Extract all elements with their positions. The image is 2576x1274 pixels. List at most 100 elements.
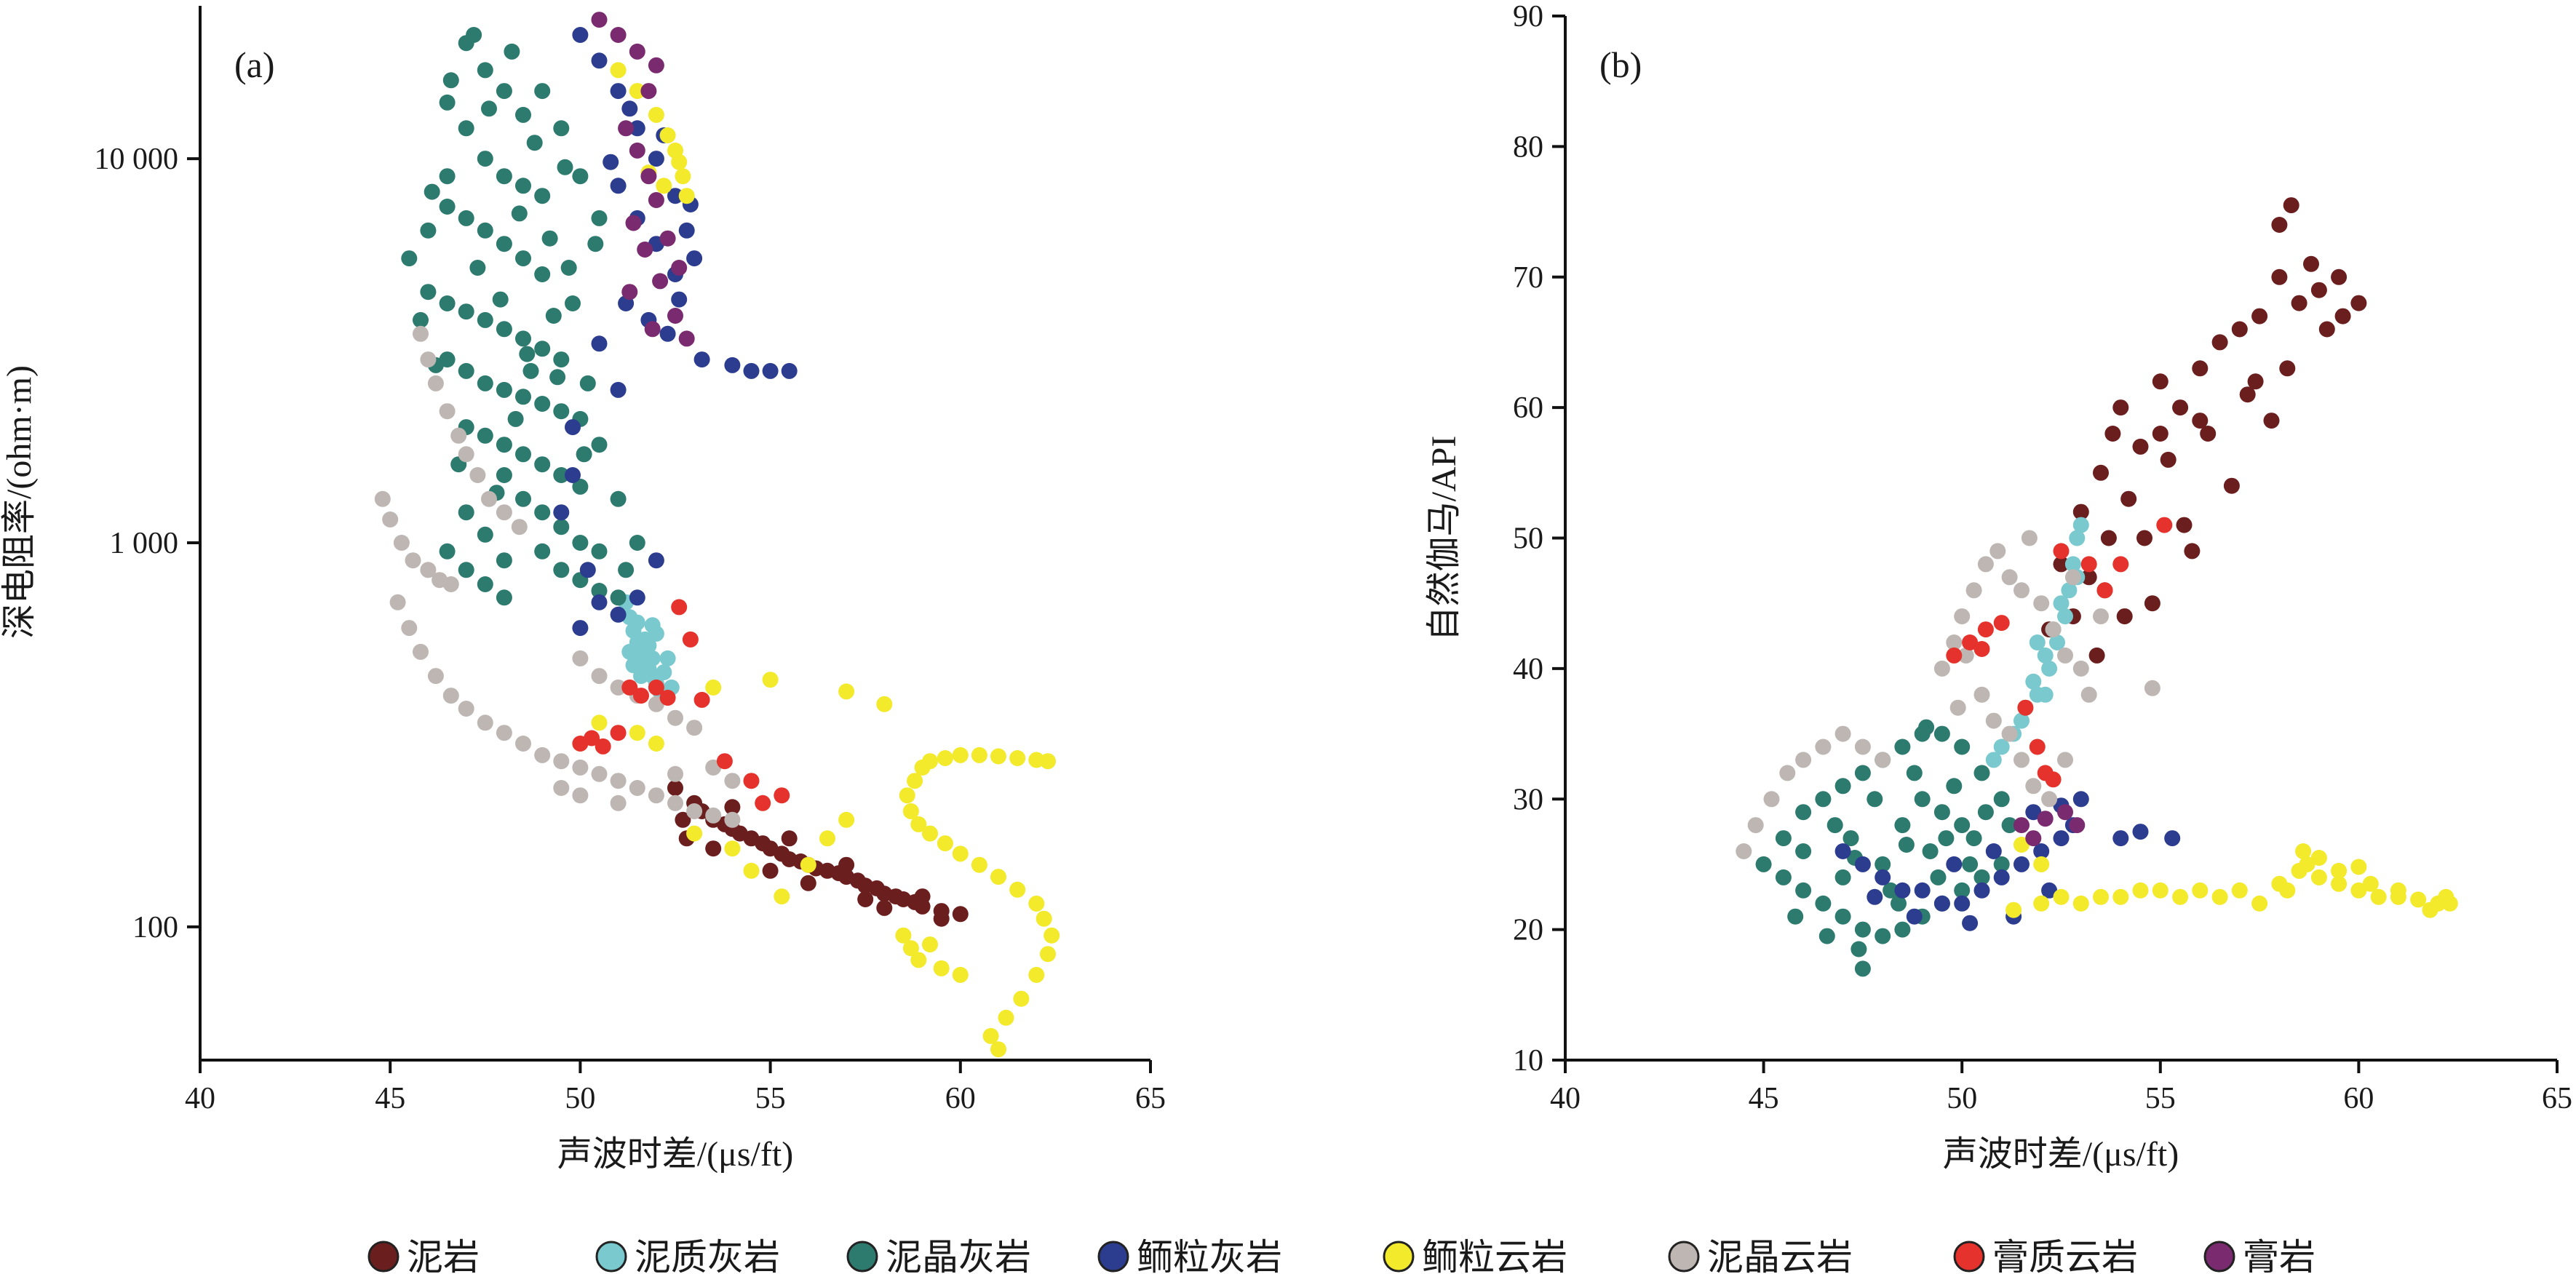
panel-a-point-5-3 [405,552,421,569]
panel-b-point-4-22 [2370,888,2387,905]
panel-a-point-4-16 [937,835,953,852]
panel-b-point-2-50 [1898,837,1915,853]
panel-b-point-6-13 [2096,582,2113,599]
panel-b-point-0-23 [2279,360,2296,377]
panel-a-point-4-3 [659,127,676,143]
panel-b-point-1-10 [2072,517,2089,533]
panel-a-point-4-37 [1040,753,1056,770]
panel-a-point-2-54 [477,576,493,592]
panel-b-point-4-30 [2362,875,2379,892]
panel-b-point-7-2 [2037,811,2054,827]
panel-a-point-6-2 [595,738,611,755]
panel-b-point-5-15 [2001,569,2018,586]
panel-a-point-3-4 [648,151,664,167]
panel-a-point-4-23 [1043,927,1060,944]
panel-a-point-2-91 [549,369,566,386]
panel-a-point-2-78 [507,410,524,427]
panel-a-point-5-17 [553,753,570,770]
panel-a-x-tick-label-1: 45 [375,1082,405,1115]
panel-a-point-2-38 [496,467,512,483]
panel-b-point-5-2 [1763,791,1780,808]
panel-b-point-3-23 [2041,882,2058,899]
panel-a-point-2-86 [557,159,573,175]
panel-b-point-0-21 [2200,426,2217,442]
panel-a-point-2-20 [515,330,531,347]
panel-a-point-0-32 [876,899,893,916]
panel-a-point-3-20 [591,335,608,352]
panel-b-point-6-12 [2156,517,2173,533]
panel-b-point-0-14 [2310,282,2327,298]
panel-b-point-0-7 [2172,399,2189,416]
panel-b-point-5-32 [2021,530,2038,546]
panel-a-point-2-49 [458,504,474,521]
panel-a-point-4-52 [591,714,608,731]
panel-a-point-2-72 [629,535,645,551]
panel-a-point-5-24 [686,803,703,819]
panel-a-point-2-25 [477,375,493,391]
panel-b-y-ticks: 10 20 30 40 50 60 70 80 90 [1513,0,1565,1078]
panel-b-point-7-0 [2014,817,2030,834]
panel-b-point-0-15 [2331,268,2348,285]
panel-a-x-tick-label-3: 55 [755,1082,786,1115]
panel-a-point-2-40 [534,504,551,521]
panel-a-label: (a) [234,44,275,85]
panel-b-point-5-30 [2093,608,2109,625]
panel-b-point-2-15 [1815,895,1832,912]
panel-b-point-2-36 [1826,817,1843,834]
panel-b-point-4-24 [2410,891,2427,908]
panel-a-point-3-28 [648,552,664,569]
panel-b-y-tick-label-3: 40 [1513,653,1543,686]
panel-b-point-1-5 [2049,634,2065,650]
panel-a-point-2-83 [442,72,459,89]
panel-b-point-6-5 [2017,699,2034,716]
panel-b-point-3-10 [2033,843,2050,859]
panel-b-point-2-0 [1755,856,1772,872]
panel-a-point-4-33 [971,747,987,763]
panel-b-point-3-5 [1933,895,1950,912]
panel-a-point-1-19 [659,650,676,666]
panel-a-point-4-55 [762,672,779,688]
panel-a-point-3-2 [610,83,627,100]
legend-label-3: 鲕粒灰岩 [1137,1237,1282,1274]
panel-b-point-2-18 [1875,928,1891,944]
panel-a-point-1-10 [629,614,645,631]
panel-b-point-3-0 [1834,843,1851,859]
panel-a-point-4-53 [648,736,664,752]
panel-a-point-2-24 [458,362,474,379]
panel-a-point-2-26 [496,381,512,398]
panel-a-point-6-11 [743,773,760,789]
panel-a-point-4-2 [648,106,664,123]
panel-a-point-4-19 [990,869,1006,885]
panel-b-point-2-7 [1894,738,1911,755]
panel-a-point-2-69 [579,375,596,391]
panel-a-point-3-22 [565,419,581,436]
panel-a-point-2-32 [477,427,493,444]
panel-a-point-2-80 [545,308,562,324]
panel-a-point-5-37 [572,650,589,666]
panel-a-point-0-21 [888,888,904,905]
panel-a-point-2-71 [610,490,627,507]
panel-b-point-5-29 [2144,680,2160,696]
panel-b-x-tick-label-4: 60 [2343,1082,2374,1115]
panel-b-point-6-6 [2029,738,2046,755]
panel-b-point-5-17 [2033,595,2050,612]
panel-a-point-1-13 [656,664,672,680]
panel-b-point-0-2 [2093,464,2109,481]
panel-b-point-2-43 [1850,941,1867,958]
panel-a-point-5-13 [477,714,493,731]
panel-b-point-1-11 [2014,712,2030,729]
panel-b-x-axis-title: 声波时差/(μs/ft) [1943,1135,2179,1174]
panel-a-point-1-20 [625,657,642,674]
panel-b-point-4-4 [2053,888,2070,905]
panel-b-point-3-4 [1914,882,1931,899]
panel-a-point-3-15 [693,351,710,368]
panel-b-point-0-17 [2283,197,2299,214]
panel-b-point-2-38 [1906,765,1923,781]
panel-a-point-2-73 [618,562,635,578]
panel-b-point-5-11 [1954,608,1971,625]
panel-a-point-5-0 [374,490,391,507]
panel-b-point-3-17 [2164,830,2181,847]
panel-b-point-2-34 [1883,882,1899,899]
panel-a-point-0-22 [755,835,771,852]
panel-a-point-6-10 [693,691,710,708]
